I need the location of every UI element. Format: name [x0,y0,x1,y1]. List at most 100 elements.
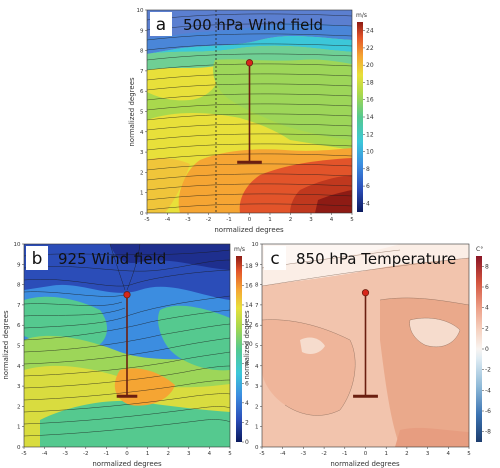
panel-a-y-ticks: 0 1 2 3 4 5 6 7 8 9 10 [137,8,147,217]
panel-a-letter: a [156,15,166,35]
panel-a-y-tick-label: 7 [140,69,144,75]
panel-b-xlabel: normalized degrees [92,460,162,468]
panel-b-streamlines [24,244,230,437]
panel-a-colorbar-tick-label: 8 [366,166,370,173]
panel-c-station-dot [361,289,370,297]
panel-c-colorbar-tick-label: 4 [485,305,489,312]
panel-c-x-tick-label: 0 [364,451,368,457]
panel-a-y-tick-label: 9 [140,28,144,34]
panel-b-x-tick-label: -4 [42,451,48,457]
panel-a-x-tick-label: 0 [248,217,252,223]
panel-a-station-marker [237,59,262,164]
panel-a-letter-box [150,12,172,36]
panel-c-y-tick-label: 1 [255,425,259,431]
panel-c-x-tick-label: -3 [301,451,307,457]
panel-a-x-ticks: -5 -4 -3 -2 -1 0 1 2 3 4 5 [144,213,354,223]
panel-b-colorbar-tick-label: 2 [245,419,249,426]
panel-a-colorbar-tick-label: 14 [366,114,374,121]
panel-a-x-tick-label: -1 [226,217,231,223]
panel-c-colorbar-tick-label: 2 [485,325,489,332]
panel-a-ylabel: normalized degrees [128,77,136,147]
panel-c-x-ticks: -5 -4 -3 -2 -1 0 1 2 3 4 5 [259,447,471,457]
panel-a-streamlines [147,13,352,211]
panel-c-ylabel: normalized degrees [243,310,251,380]
panel-b-ylabel: normalized degrees [2,310,10,380]
panel-b-colorbar-tick-label: 12 [245,322,253,329]
panel-c-y-tick-label: 7 [255,303,259,309]
panel-a-x-tick-label: -2 [206,217,211,223]
panel-a-colorbar-unit: m/s [356,12,367,19]
panel-a-y-tick-label: 8 [140,49,144,55]
panel-b-colorbar [236,256,242,442]
panel-a-colorbar [357,22,363,212]
panel-c-x-tick-label: 5 [467,451,471,457]
panel-c-y-tick-label: 6 [255,323,259,329]
panel-c-letter: c [270,249,279,269]
panel-c-colorbar-tick-label: -8 [485,429,491,436]
panel-a-colorbar-tick-label: 6 [366,183,370,190]
panel-c-y-tick-label: 8 [255,283,259,289]
panel-a-y-tick-label: 0 [140,211,144,217]
panel-c-colorbar-tick-label: 6 [485,284,489,291]
panel-c-colorbar-tick-label: -2 [485,367,491,374]
panel-b-colorbar-tick-label: 4 [245,400,249,407]
panel-b-y-tick-label: 2 [17,404,21,410]
panel-b-y-tick-label: 8 [17,283,21,289]
panel-b-x-tick-label: 0 [125,451,129,457]
panel-a-colorbar-tick-label: 12 [366,131,374,138]
panel-c-y-ticks: 0 1 2 3 4 5 6 7 8 9 10 [252,242,262,451]
panel-c-y-tick-label: 4 [255,364,259,370]
panel-a-y-tick-label: 10 [137,8,144,14]
panel-b-letter-box [26,246,48,270]
panel-b-x-tick-label: 2 [166,451,170,457]
panel-a-x-tick-label: 1 [268,217,272,223]
panel-b-letter: b [32,249,43,269]
panel-b-y-tick-label: 4 [17,364,21,370]
panel-c-x-tick-label: 3 [426,451,430,457]
panel-b-y-ticks: 0 1 2 3 4 5 6 7 8 9 10 [14,242,24,451]
panel-b-x-tick-label: 3 [187,451,191,457]
panel-a-x-tick-label: 5 [350,217,354,223]
panel-b-colorbar-tick-label: 8 [245,361,249,368]
panel-b-colorbar-tick-label: 18 [245,263,253,270]
panel-b-colorbar-tick-label: 6 [245,380,249,387]
panel-c-colorbar-tick-label: -6 [485,408,491,415]
panel-c-x-tick-label: -4 [280,451,286,457]
panel-a-colorbar-tick-label: 24 [366,28,374,35]
panel-c-x-tick-label: -2 [321,451,326,457]
panel-a-x-tick-label: -5 [144,217,150,223]
panel-c-y-tick-label: 2 [255,404,259,410]
panel-c-x-tick-label: -1 [342,451,347,457]
panel-a-y-tick-label: 1 [140,191,144,197]
panel-b-y-tick-label: 6 [17,323,21,329]
panel-b-colorbar-tick-label: 0 [245,439,249,446]
panel-a-y-tick-label: 4 [140,130,144,136]
panel-a-colorbar-tick-label: 16 [366,97,374,104]
panel-b-x-tick-label: -5 [21,451,27,457]
panel-c-x-tick-label: 2 [405,451,409,457]
panel-c-y-tick-label: 3 [255,384,259,390]
panel-b-y-tick-label: 0 [17,445,21,451]
panel-a-x-tick-label: 2 [289,217,293,223]
panel-a-colorbar-ticks: 4 6 8 10 12 14 16 18 20 22 24 [363,28,374,207]
panel-c-colorbar-tick-label: 8 [485,263,489,270]
panel-c-colorbar-unit: C° [476,246,483,253]
panel-a-y-tick-label: 3 [140,150,144,156]
panel-c-xlabel: normalized degrees [330,460,400,468]
panel-b-colorbar-tick-label: 14 [245,302,253,309]
panel-c-x-tick-label: 1 [384,451,388,457]
panel-b-x-tick-label: 1 [146,451,150,457]
panel-b-y-tick-label: 10 [14,242,21,248]
panel-c-colorbar-tick-label: -4 [485,387,491,394]
panel-a-colorbar-tick-label: 20 [366,62,374,69]
panel-c-y-tick-label: 9 [255,262,259,268]
panel-a-x-tick-label: 3 [309,217,313,223]
panel-a-y-tick-label: 2 [140,170,144,176]
panel-c-x-tick-label: -5 [259,451,265,457]
panel-b-station-marker [116,291,138,398]
panel-c-y-tick-label: 0 [255,445,259,451]
panel-a-title: 500 hPa Wind field [183,16,323,34]
